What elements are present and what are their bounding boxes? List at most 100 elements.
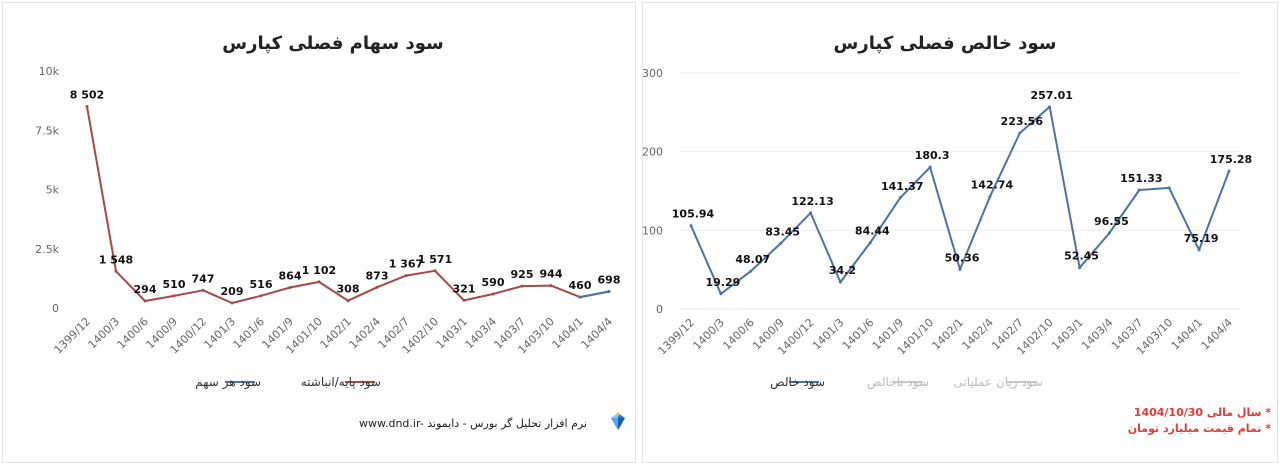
brand-text: www.dnd.ir- نرم افزار تحلیل گر بورس - دا… bbox=[359, 417, 588, 430]
data-label: 1 548 bbox=[99, 253, 133, 266]
data-label: 321 bbox=[453, 282, 476, 295]
x-tick-label: 1403/4 bbox=[463, 315, 500, 352]
data-label: 48.07 bbox=[735, 253, 770, 266]
data-point bbox=[85, 105, 89, 109]
data-point bbox=[1078, 266, 1082, 270]
data-label: 1 571 bbox=[418, 253, 452, 266]
data-label: 944 bbox=[540, 268, 563, 281]
chart-title: سود خالص فصلی کپارس bbox=[834, 33, 1057, 54]
y-tick-label: 7.5k bbox=[35, 124, 59, 137]
series-line-1 bbox=[579, 290, 610, 299]
data-label: 925 bbox=[511, 268, 534, 281]
data-label: 122.13 bbox=[791, 195, 833, 208]
data-point bbox=[172, 294, 176, 298]
data-label: 142.74 bbox=[971, 179, 1014, 192]
data-label: 864 bbox=[279, 270, 302, 283]
data-label: 75.19 bbox=[1184, 232, 1219, 245]
data-point bbox=[689, 224, 693, 228]
data-label: 873 bbox=[366, 269, 389, 282]
x-tick-label: 1403/1 bbox=[434, 315, 471, 352]
x-tick-label: 1403/1 bbox=[1049, 316, 1086, 353]
data-point bbox=[346, 299, 350, 303]
currency-note: * تمام قیمت میلیارد تومان bbox=[1127, 422, 1271, 435]
data-point bbox=[375, 285, 379, 289]
legend-label: سود ناخالص bbox=[867, 375, 929, 390]
y-tick-label: 2.5k bbox=[35, 243, 59, 256]
y-tick-label: 100 bbox=[642, 224, 663, 237]
series-line-0 bbox=[690, 105, 1230, 295]
x-tick-label: 1402/4 bbox=[959, 316, 996, 353]
eps-chart: سود سهام فصلی کپارس 0 2.5k 5k 7.5k 10k 1399/12… bbox=[35, 33, 621, 390]
data-label: 1 102 bbox=[302, 264, 336, 277]
data-label: 141.37 bbox=[881, 180, 923, 193]
data-point bbox=[719, 292, 723, 296]
x-tick-label: 1399/12 bbox=[656, 316, 698, 358]
data-label: 8 502 bbox=[70, 89, 104, 102]
data-point bbox=[1137, 188, 1141, 192]
data-point bbox=[520, 284, 524, 288]
data-label: 83.45 bbox=[765, 225, 800, 238]
data-label: 590 bbox=[482, 276, 505, 289]
data-label: 50.36 bbox=[945, 251, 980, 264]
data-point bbox=[838, 280, 842, 284]
y-tick-label: 0 bbox=[656, 303, 663, 316]
data-point bbox=[1048, 105, 1052, 109]
data-label: 19.29 bbox=[705, 276, 740, 289]
x-tick-label: 1400/3 bbox=[690, 316, 727, 353]
data-point bbox=[607, 289, 611, 293]
x-tick-label: 1401/6 bbox=[231, 315, 268, 352]
data-label: 151.33 bbox=[1120, 172, 1162, 185]
data-point bbox=[143, 299, 147, 303]
x-tick-label: 1400/6 bbox=[720, 316, 757, 353]
x-tick-label: 1401/3 bbox=[202, 315, 239, 352]
y-tick-label: 0 bbox=[52, 302, 59, 315]
right-chart-panel: سود خالص فصلی کپارس 0 100 200 300 1399/12 1400… bbox=[642, 2, 1278, 463]
data-label: 34.2 bbox=[829, 264, 856, 277]
data-label: 105.94 bbox=[672, 208, 715, 221]
x-tick-label: 1402/1 bbox=[318, 315, 355, 352]
data-point bbox=[958, 267, 962, 271]
data-point bbox=[317, 280, 321, 284]
data-label: 1 367 bbox=[389, 258, 423, 271]
fiscal-year-note: * سال مالی 1404/10/30 bbox=[1133, 406, 1271, 419]
data-point bbox=[898, 196, 902, 200]
data-point bbox=[1227, 169, 1231, 173]
data-point bbox=[1107, 231, 1111, 235]
data-label: 294 bbox=[134, 283, 157, 296]
x-tick-label: 1404/1 bbox=[1169, 316, 1206, 353]
net-profit-chart: سود خالص فصلی کپارس01002003001399/121400… bbox=[642, 33, 1252, 390]
left-chart-panel: سود سهام فصلی کپارس 0 2.5k 5k 7.5k 10k 1399/12… bbox=[2, 2, 636, 463]
y-tick-label: 5k bbox=[46, 184, 60, 197]
y-tick-label: 10k bbox=[39, 65, 60, 78]
data-point bbox=[114, 269, 118, 273]
x-tick-label: 1399/12 bbox=[52, 315, 94, 357]
data-label: 747 bbox=[192, 272, 215, 285]
x-tick-label: 1402/1 bbox=[930, 316, 967, 353]
x-tick-label: 1404/4 bbox=[1199, 316, 1236, 353]
data-label: 510 bbox=[163, 278, 186, 291]
data-point bbox=[404, 274, 408, 278]
data-label: 96.55 bbox=[1094, 215, 1129, 228]
data-point bbox=[988, 195, 992, 199]
y-tick-label: 300 bbox=[642, 67, 663, 80]
diamond-logo-icon bbox=[611, 412, 625, 430]
legend-label: سود زیان عملیاتی bbox=[953, 375, 1043, 390]
data-point bbox=[549, 284, 553, 288]
data-point bbox=[288, 286, 292, 290]
data-point bbox=[462, 298, 466, 302]
data-point bbox=[491, 292, 495, 296]
data-point bbox=[230, 301, 234, 305]
data-point bbox=[1197, 248, 1201, 252]
data-point bbox=[578, 295, 582, 299]
data-label: 460 bbox=[569, 279, 592, 292]
data-point bbox=[259, 294, 263, 298]
y-tick-label: 200 bbox=[642, 146, 663, 159]
data-point bbox=[749, 269, 753, 273]
data-label: 223.56 bbox=[1001, 115, 1044, 128]
data-point bbox=[1018, 131, 1022, 135]
data-label: 175.28 bbox=[1210, 153, 1252, 166]
data-label: 516 bbox=[250, 278, 273, 291]
data-point bbox=[809, 211, 813, 215]
legend-label: سود هر سهم bbox=[195, 375, 261, 390]
data-label: 698 bbox=[598, 273, 621, 286]
